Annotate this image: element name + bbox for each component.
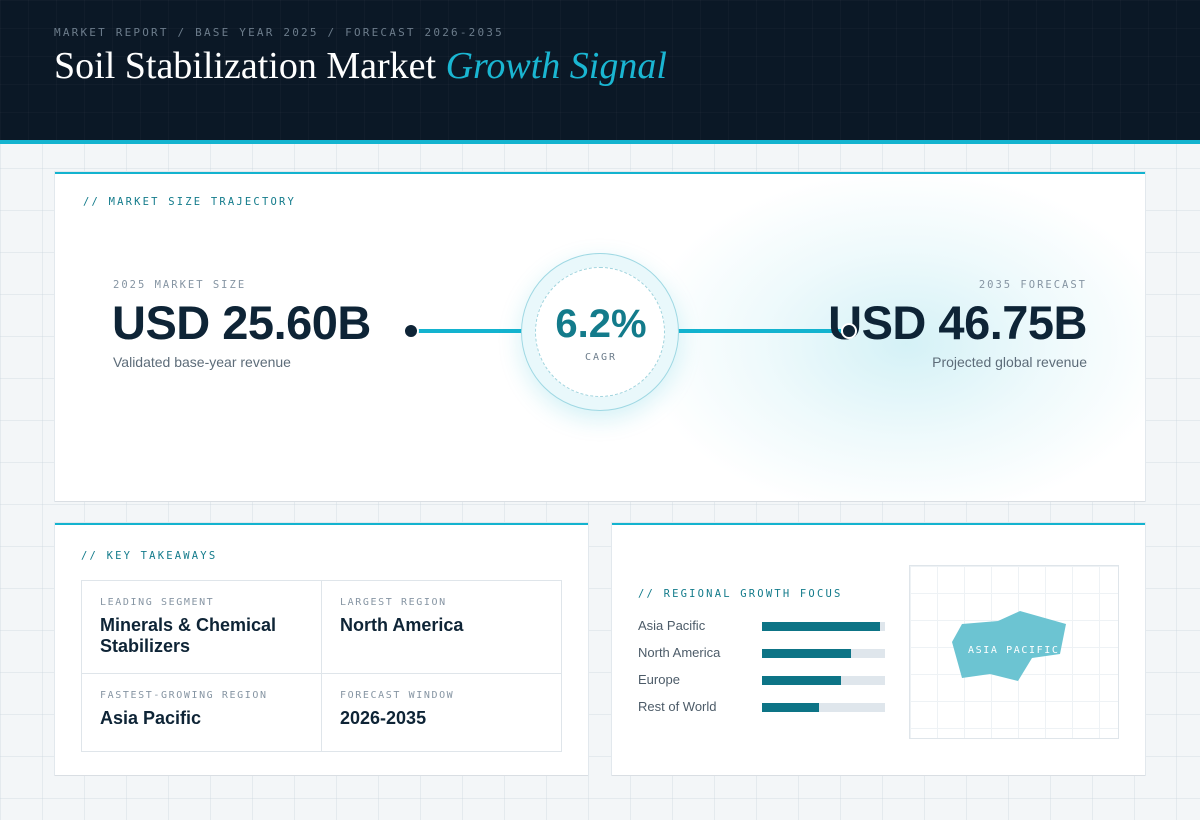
trajectory-line-right: [663, 329, 841, 333]
takeaway-label: FASTEST-GROWING REGION: [100, 690, 268, 701]
takeaway-value: North America: [340, 615, 464, 635]
page-title-main: Soil Stabilization Market: [54, 45, 437, 87]
region-row: North America: [638, 643, 886, 663]
forecast-value: USD 46.75B: [828, 296, 1087, 349]
region-bar-fill: [762, 676, 841, 685]
region-bar-track: [762, 649, 885, 658]
region-row: Rest of World: [638, 697, 886, 717]
takeaway-value: Minerals & Chemical Stabilizers: [100, 615, 277, 656]
section-label-regional: // REGIONAL GROWTH FOCUS: [638, 588, 843, 600]
takeaway-forecast-window: FORECAST WINDOW 2026-2035: [322, 674, 561, 751]
takeaway-leading-segment: LEADING SEGMENT Minerals & Chemical Stab…: [82, 581, 322, 674]
takeaway-label: FORECAST WINDOW: [340, 690, 455, 701]
forecast-sub: Projected global revenue: [932, 354, 1087, 370]
region-bar-fill: [762, 622, 881, 631]
region-bar-track: [762, 703, 885, 712]
page-title-accent: Growth Signal: [445, 45, 667, 87]
breadcrumb: MARKET REPORT / BASE YEAR 2025 / FORECAS…: [54, 26, 504, 39]
base-year-label: 2025 MARKET SIZE: [113, 279, 247, 291]
section-label-trajectory: // MARKET SIZE TRAJECTORY: [83, 196, 297, 208]
section-label-takeaways: // KEY TAKEAWAYS: [81, 550, 218, 562]
forecast-node: [841, 323, 857, 339]
forecast-label: 2035 FORECAST: [978, 279, 1087, 291]
base-year-sub: Validated base-year revenue: [113, 354, 291, 370]
region-name: Europe: [638, 672, 680, 687]
trajectory-line-left: [417, 329, 537, 333]
key-takeaways-card: // KEY TAKEAWAYS LEADING SEGMENT Mineral…: [55, 523, 588, 775]
region-bar-track: [762, 676, 885, 685]
region-map: ASIA PACIFIC: [909, 565, 1119, 739]
takeaway-value: Asia Pacific: [100, 708, 202, 728]
report-header: MARKET REPORT / BASE YEAR 2025 / FORECAS…: [0, 0, 1200, 144]
forecast-glow: [615, 174, 1145, 501]
region-bar-fill: [762, 703, 819, 712]
takeaway-fastest-region: FASTEST-GROWING REGION Asia Pacific: [82, 674, 322, 751]
base-year-node: [403, 323, 419, 339]
cagr-label: CAGR: [584, 352, 618, 363]
takeaway-label: LARGEST REGION: [340, 597, 447, 608]
asia-pacific-map-shape: [952, 611, 1066, 681]
cagr-value: 6.2%: [555, 302, 647, 346]
takeaway-largest-region: LARGEST REGION North America: [322, 581, 561, 674]
region-row: Europe: [638, 670, 886, 690]
cagr-badge: 6.2% CAGR: [521, 253, 679, 411]
takeaways-grid: LEADING SEGMENT Minerals & Chemical Stab…: [81, 580, 562, 752]
takeaway-value: 2026-2035: [340, 708, 427, 728]
region-name: Rest of World: [638, 699, 717, 714]
takeaway-label: LEADING SEGMENT: [100, 597, 215, 608]
region-name: North America: [638, 645, 721, 660]
map-region-label: ASIA PACIFIC: [968, 645, 1060, 656]
base-year-value: USD 25.60B: [112, 296, 371, 349]
page-title: Soil Stabilization Market Growth Signal: [54, 44, 667, 88]
cagr-inner-circle: 6.2% CAGR: [535, 267, 665, 397]
region-bar-fill: [762, 649, 851, 658]
region-row: Asia Pacific: [638, 616, 886, 636]
market-size-card: // MARKET SIZE TRAJECTORY 2025 MARKET SI…: [55, 172, 1145, 501]
regional-growth-card: // REGIONAL GROWTH FOCUS Asia Pacific No…: [612, 523, 1145, 775]
region-bar-track: [762, 622, 885, 631]
region-name: Asia Pacific: [638, 618, 706, 633]
